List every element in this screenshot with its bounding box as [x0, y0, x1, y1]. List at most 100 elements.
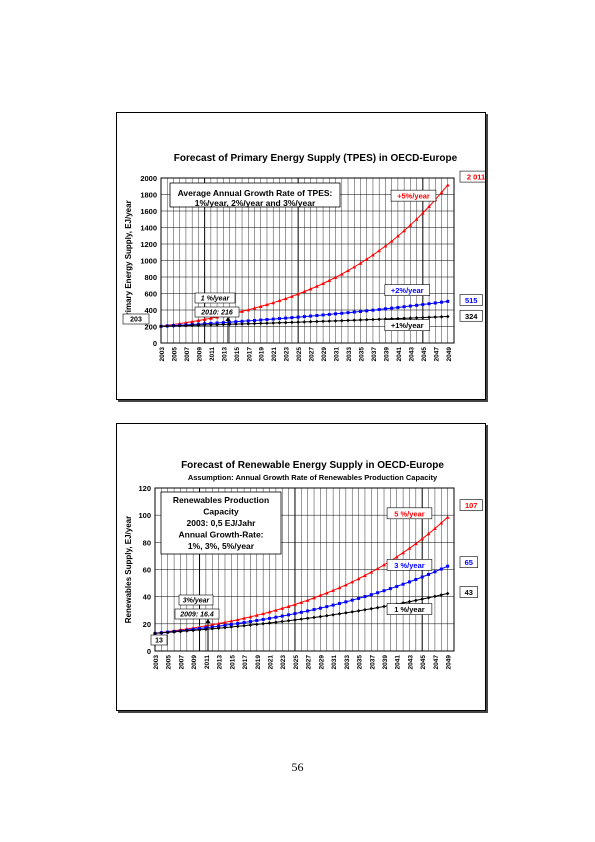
chart-renewables: Forecast of Renewable Energy Supply in O… — [124, 460, 483, 670]
data-point-2 — [396, 316, 400, 321]
data-point-2 — [350, 610, 355, 614]
data-point-1 — [377, 308, 381, 312]
data-point-2 — [407, 599, 412, 604]
x-tick-label: 2017 — [242, 655, 249, 670]
x-tick-label: 2023 — [284, 347, 291, 362]
rate-note-label: 1 %/year — [201, 296, 231, 303]
data-point-2 — [191, 628, 195, 633]
end-value-box — [459, 556, 478, 569]
data-point-1 — [253, 318, 257, 322]
page-number: 56 — [291, 760, 304, 774]
info-box — [169, 182, 341, 208]
data-point-1 — [309, 314, 313, 318]
data-point-1 — [433, 570, 437, 574]
data-point-2 — [296, 320, 300, 324]
data-point-0 — [223, 620, 227, 624]
y-tick-label: 40 — [143, 593, 151, 602]
data-point-0 — [408, 223, 413, 227]
data-point-1 — [407, 580, 411, 584]
annotation-arrow-head — [205, 619, 211, 623]
data-point-0 — [333, 275, 338, 279]
data-point-0 — [396, 234, 400, 238]
data-point-0 — [290, 294, 294, 298]
data-point-0 — [315, 284, 319, 288]
data-point-1 — [415, 303, 419, 307]
x-tick-label: 2019 — [259, 347, 266, 362]
y-axis-label: Renewables Supply, EJ/year — [124, 516, 133, 623]
data-point-2 — [302, 320, 307, 324]
info-box — [160, 491, 282, 555]
data-point-0 — [389, 239, 394, 243]
x-tick-label: 2031 — [331, 655, 338, 670]
data-point-2 — [318, 614, 323, 619]
data-point-2 — [246, 321, 251, 326]
data-point-1 — [401, 582, 405, 586]
end-value-box — [459, 170, 485, 183]
data-point-1 — [340, 311, 344, 315]
data-point-1 — [318, 606, 322, 610]
x-tick-label: 2043 — [408, 347, 415, 362]
end-value-box — [459, 586, 478, 598]
end-value-label: 515 — [465, 296, 478, 305]
data-point-2 — [331, 612, 335, 617]
data-point-2 — [337, 612, 342, 616]
data-point-2 — [426, 595, 431, 600]
data-point-0 — [382, 562, 386, 567]
plot-area — [160, 177, 455, 344]
series-label-box — [386, 603, 433, 615]
data-point-0 — [242, 616, 246, 620]
data-point-0 — [350, 579, 355, 584]
chart-panel-renewables: Forecast of Renewable Energy Supply in O… — [116, 423, 486, 711]
x-tick-label: 2045 — [421, 347, 428, 362]
x-tick-label: 2007 — [178, 655, 185, 670]
data-point-2 — [339, 318, 344, 323]
annotation-arrow-head — [225, 317, 231, 321]
chart-tpes: Forecast of Primary Energy Supply (TPES)… — [122, 153, 485, 362]
data-point-2 — [190, 323, 194, 328]
data-point-1 — [221, 321, 225, 325]
data-point-0 — [293, 602, 297, 606]
chart-panel-tpes: Forecast of Primary Energy Supply (TPES)… — [116, 112, 486, 400]
x-tick-label: 2011 — [204, 655, 211, 669]
data-point-0 — [305, 598, 310, 602]
x-tick-label: 2009 — [196, 347, 203, 362]
data-point-1 — [421, 303, 425, 307]
data-point-2 — [312, 615, 316, 620]
data-point-2 — [258, 321, 263, 326]
data-point-2 — [420, 597, 424, 601]
data-point-2 — [223, 625, 227, 630]
data-point-1 — [358, 309, 362, 313]
end-value-box — [459, 309, 483, 322]
series-label-box — [386, 559, 433, 571]
x-tick-label: 2007 — [184, 347, 191, 362]
data-point-1 — [321, 313, 325, 317]
x-tick-label: 2027 — [309, 347, 316, 362]
series-label-box — [390, 189, 437, 202]
data-point-1 — [290, 316, 294, 320]
data-point-1 — [420, 575, 424, 579]
info-box-line: 1%/year, 2%/year and 3%/year — [195, 198, 316, 208]
data-point-2 — [185, 629, 189, 633]
data-point-1 — [395, 584, 399, 588]
data-point-2 — [267, 621, 272, 625]
x-tick-label: 2047 — [433, 347, 440, 362]
y-tick-label: 1200 — [140, 240, 157, 249]
info-box-line: Capacity — [203, 507, 239, 517]
data-point-0 — [286, 604, 291, 608]
data-point-1 — [383, 307, 387, 311]
data-point-2 — [346, 318, 350, 323]
data-point-0 — [240, 309, 244, 313]
data-point-2 — [271, 321, 276, 325]
rate-note-label: 3%/year — [183, 598, 211, 605]
x-tick-label: 2035 — [358, 347, 365, 362]
data-point-2 — [210, 626, 215, 631]
data-point-0 — [267, 610, 272, 614]
data-point-0 — [383, 244, 388, 248]
data-point-1 — [228, 320, 232, 324]
data-point-2 — [445, 314, 450, 319]
data-point-2 — [408, 316, 413, 320]
data-point-2 — [280, 619, 285, 624]
chart-title: Forecast of Renewable Energy Supply in O… — [181, 460, 444, 471]
data-point-1 — [388, 587, 392, 591]
data-point-0 — [369, 570, 374, 574]
